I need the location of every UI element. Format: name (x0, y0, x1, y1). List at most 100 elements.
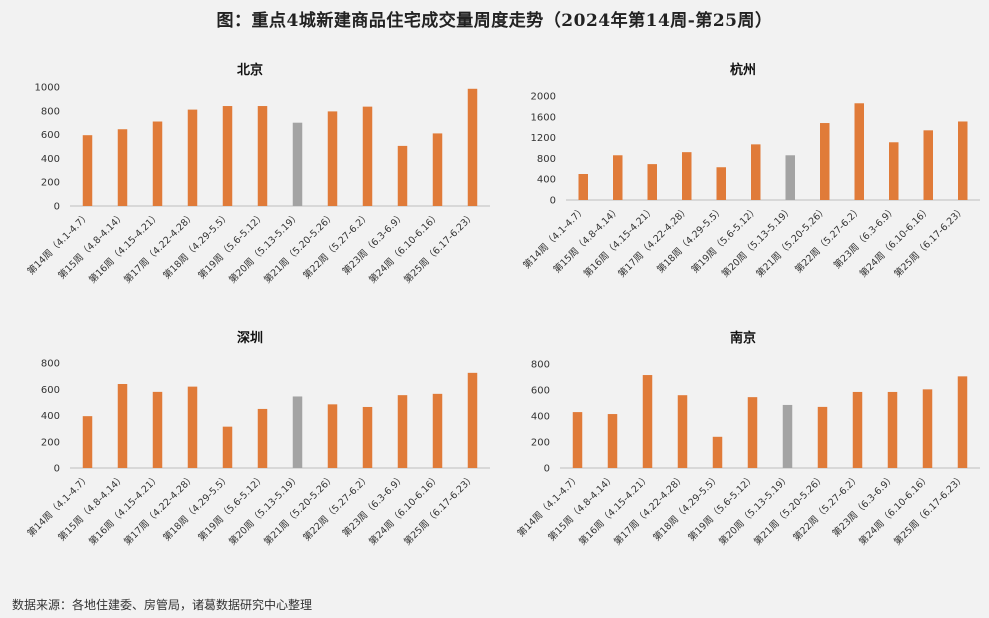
x-tick-label: 第18周（4.29-5.5） (651, 472, 723, 544)
chart-title: 深圳 (237, 330, 263, 346)
bar (922, 389, 933, 468)
bar (327, 404, 338, 468)
bar (889, 142, 899, 200)
y-tick-label: 0 (544, 464, 550, 475)
bar (467, 372, 478, 468)
bar (782, 404, 793, 468)
bar (887, 391, 898, 468)
y-tick-label: 200 (41, 178, 60, 189)
y-tick-label: 1000 (35, 83, 60, 94)
chart-title: 杭州 (730, 62, 756, 78)
page-title: 图：重点4城新建商品住宅成交量周度走势（2024年第14周-第25周） (216, 11, 773, 31)
bar (677, 395, 688, 468)
bar (152, 121, 163, 206)
x-tick-label: 第18周（4.29-5.5） (161, 472, 233, 544)
y-tick-label: 2000 (531, 92, 556, 103)
bar (578, 174, 588, 200)
x-tick-label: 第22周（5.27-6.2） (301, 472, 373, 544)
bar (613, 155, 623, 200)
bar (467, 88, 478, 206)
x-tick-label: 第14周（4.1-4.7） (521, 204, 589, 272)
bar (785, 155, 795, 200)
y-tick-label: 400 (41, 154, 60, 165)
y-tick-label: 600 (41, 385, 60, 396)
bar (712, 436, 723, 468)
x-tick-label: 第14周（4.1-4.7） (25, 472, 93, 540)
bar (432, 393, 443, 468)
bar (117, 384, 128, 468)
x-tick-label: 第14周（4.1-4.7） (515, 472, 583, 540)
beijing-chart: 北京 0 200 400 600 800 1000 第14周（4.1-4.7）第15周（4.8… (25, 62, 490, 286)
source-note: 数据来源：各地住建委、房管局，诸葛数据研究中心整理 (12, 598, 313, 612)
bar (817, 406, 828, 468)
bar (257, 408, 268, 468)
bar (923, 130, 933, 200)
y-tick-label: 800 (537, 154, 556, 165)
y-tick-label: 800 (41, 359, 60, 370)
bar (152, 391, 163, 468)
bar (682, 152, 692, 200)
y-tick-label: 800 (41, 106, 60, 117)
bar (957, 376, 968, 468)
bar (292, 122, 303, 206)
x-tick-label: 第15周（4.8-4.14） (551, 204, 623, 276)
bar (432, 133, 443, 206)
x-tick-label: 第22周（5.27-6.2） (792, 204, 864, 276)
x-tick-label: 第22周（5.27-6.2） (301, 210, 373, 282)
y-tick-label: 600 (531, 386, 550, 397)
x-tick-label: 第18周（4.29-5.5） (654, 204, 726, 276)
x-tick-label: 第15周（4.8-4.14） (56, 472, 128, 544)
bar (397, 145, 408, 206)
y-tick-label: 1600 (531, 112, 556, 123)
y-tick-label: 400 (537, 175, 556, 186)
y-tick-label: 1200 (531, 133, 556, 144)
y-tick-label: 0 (54, 202, 60, 213)
chart-title: 南京 (730, 330, 756, 346)
y-tick-label: 0 (54, 464, 60, 475)
bar (647, 164, 657, 200)
bar (257, 106, 268, 206)
x-tick-label: 第19周（5.6-5.12） (196, 472, 268, 544)
bar (852, 391, 863, 468)
y-tick-label: 600 (41, 130, 60, 141)
bar (222, 426, 233, 468)
bar (607, 414, 618, 468)
shenzhen-chart: 深圳 0 200 400 600 800 第14周（4.1-4.7）第15周（4.8-4.1… (25, 330, 490, 548)
x-tick-label: 第18周（4.29-5.5） (161, 210, 233, 282)
bar (751, 144, 761, 200)
x-tick-label: 第23周（6.3-6.9） (340, 210, 408, 278)
x-tick-label: 第15周（4.8-4.14） (546, 472, 618, 544)
bar (820, 123, 830, 200)
y-tick-label: 0 (550, 196, 556, 207)
bar (397, 395, 408, 468)
bar (327, 111, 338, 206)
bar (82, 416, 93, 468)
bar (222, 106, 233, 206)
x-tick-label: 第19周（5.6-5.12） (689, 204, 761, 276)
y-tick-label: 800 (531, 360, 550, 371)
chart-title: 北京 (237, 62, 263, 78)
x-tick-label: 第23周（6.3-6.9） (830, 472, 898, 540)
x-tick-label: 第19周（5.6-5.12） (196, 210, 268, 282)
bar (572, 412, 583, 468)
bar (362, 406, 373, 468)
x-tick-label: 第23周（6.3-6.9） (340, 472, 408, 540)
y-tick-label: 200 (41, 437, 60, 448)
nanjing-chart: 南京 0 200 400 600 800 第14周（4.1-4.7）第15周（4.8-4.1… (515, 330, 980, 548)
hangzhou-chart: 杭州 0 400 800 1200 1600 2000 第14周（4.1-4.7）第15周（4… (521, 62, 980, 280)
x-tick-label: 第19周（5.6-5.12） (686, 472, 758, 544)
x-tick-label: 第15周（4.8-4.14） (56, 210, 128, 282)
bar (362, 106, 373, 206)
y-tick-label: 400 (531, 412, 550, 423)
bar (642, 375, 653, 468)
bar (187, 109, 198, 206)
y-tick-label: 400 (41, 411, 60, 422)
x-tick-label: 第23周（6.3-6.9） (831, 204, 899, 272)
x-tick-label: 第22周（5.27-6.2） (791, 472, 863, 544)
bar (747, 397, 758, 468)
bar (958, 121, 968, 200)
y-tick-label: 200 (531, 438, 550, 449)
bar (187, 386, 198, 468)
bar (716, 167, 726, 200)
bar (854, 103, 864, 200)
